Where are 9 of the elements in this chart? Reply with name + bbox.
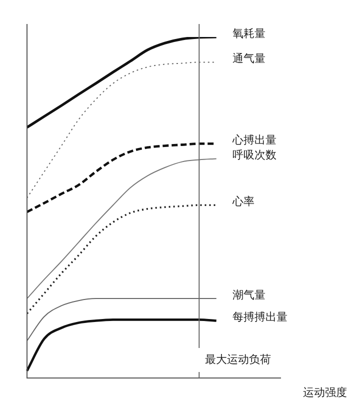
series-label: 潮气量	[232, 288, 266, 302]
annotation: 最大运动负荷	[205, 352, 272, 366]
series-label: 心率	[231, 194, 254, 208]
x-axis-title: 运动强度	[303, 386, 347, 399]
series-label: 呼吸次数	[232, 148, 276, 162]
series-label: 氧耗量	[232, 26, 266, 40]
series-label: 心搏出量	[231, 134, 276, 147]
series-label: 每搏搏出量	[232, 310, 288, 324]
series-label: 通气量	[232, 52, 266, 66]
